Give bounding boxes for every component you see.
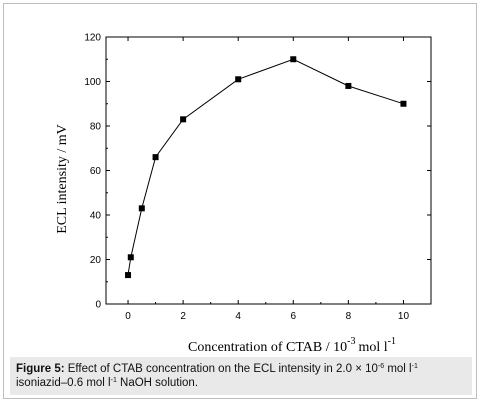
y-tick-label: 60: [90, 166, 102, 177]
x-axis-label-unit: mol l: [358, 340, 387, 355]
plot-frame: [106, 37, 431, 304]
x-tick-label: 4: [235, 311, 241, 322]
x-axis-label: Concentration of CTAB / 10-3 mol l-1: [188, 336, 396, 355]
y-tick-label: 40: [90, 211, 102, 222]
data-series: [125, 56, 406, 278]
data-point-marker: [139, 205, 145, 211]
series-line: [128, 59, 404, 275]
caption-text-2: mol l: [384, 363, 411, 375]
data-point-marker: [400, 101, 406, 107]
figure-caption: Figure 5: Effect of CTAB concentration o…: [16, 362, 472, 390]
x-axis-label-unit-exp: -1: [388, 336, 396, 347]
data-point-marker: [180, 116, 186, 122]
data-point-marker: [153, 154, 159, 160]
x-tick-label: 10: [398, 311, 410, 322]
x-axis-label-main: Concentration of CTAB / 10: [188, 340, 347, 355]
caption-line2-text-1: isoniazid–0.6 mol l: [16, 377, 111, 389]
axes: [106, 37, 431, 304]
caption-label: Figure 5:: [16, 363, 65, 375]
y-axis-label: ECL intensity / mV: [55, 124, 70, 234]
caption-text-1: Effect of CTAB concentration on the ECL …: [65, 363, 378, 375]
y-tick-label: 120: [84, 33, 101, 44]
y-tick-label: 0: [95, 300, 101, 311]
data-point-marker: [235, 76, 241, 82]
data-point-marker: [290, 56, 296, 62]
x-tick-label: 6: [291, 311, 297, 322]
x-tick-label: 0: [125, 311, 131, 322]
x-tick-label: 2: [180, 311, 186, 322]
data-point-marker: [128, 254, 134, 260]
data-point-marker: [125, 272, 131, 278]
data-point-marker: [345, 83, 351, 89]
x-axis-label-exp: -3: [347, 336, 355, 347]
caption-line2-text-2: NaOH solution.: [117, 377, 198, 389]
x-tick-label: 8: [346, 311, 352, 322]
caption-exp-2: -1: [412, 363, 418, 370]
y-tick-label: 20: [90, 255, 102, 266]
y-tick-label: 100: [84, 77, 101, 88]
y-tick-label: 80: [90, 122, 102, 133]
